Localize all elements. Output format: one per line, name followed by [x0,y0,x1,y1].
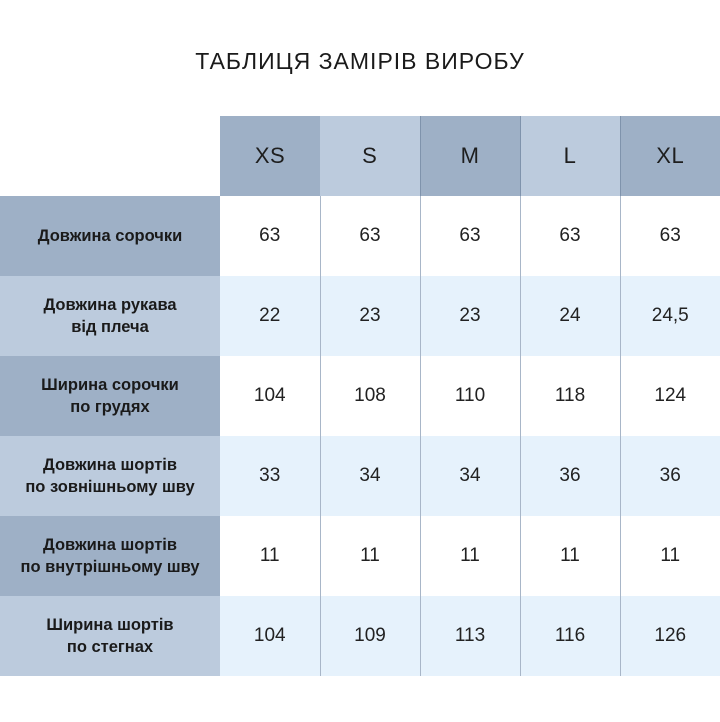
size-header-xl: XL [619,116,720,196]
size-header-row: XS S M L XL [0,116,720,196]
table-cell: 109 [319,596,420,676]
table-row: Довжина сорочки 63 63 63 63 63 [0,196,720,276]
row-label: Довжина шортів по внутрішньому шву [0,516,220,596]
table-cell: 63 [419,196,520,276]
row-label-line: Ширина шортів [46,616,174,634]
table-row: Довжина рукава від плеча 22 23 23 24 24,… [0,276,720,356]
table-cell: 23 [419,276,520,356]
table-cell: 33 [220,436,320,516]
table-cell: 11 [319,516,420,596]
row-label-line: по грудях [70,398,150,416]
row-label: Довжина шортів по зовнішньому шву [0,436,220,516]
table-cell: 63 [319,196,420,276]
table-row: Довжина шортів по внутрішньому шву 11 11… [0,516,720,596]
table-cell: 36 [519,436,620,516]
size-chart-table: XS S M L XL Довжина сорочки 63 63 63 63 … [0,116,720,676]
table-cell: 63 [220,196,320,276]
table-cell: 36 [619,436,720,516]
table-cell: 34 [319,436,420,516]
table-cell: 118 [519,356,620,436]
size-header-m: M [419,116,520,196]
row-label: Ширина сорочки по грудях [0,356,220,436]
size-header-s: S [320,116,420,196]
table-cell: 110 [419,356,520,436]
table-row: Ширина сорочки по грудях 104 108 110 118… [0,356,720,436]
table-cell: 63 [519,196,620,276]
table-cell: 22 [220,276,320,356]
row-label: Довжина рукава від плеча [0,276,220,356]
table-cell: 11 [519,516,620,596]
table-cell: 116 [519,596,620,676]
row-label: Ширина шортів по стегнах [0,596,220,676]
row-label: Довжина сорочки [0,196,220,276]
row-label-line: Довжина шортів [42,456,178,474]
row-label-line: Довжина шортів [42,536,178,554]
header-corner [0,116,220,196]
row-label-line: Довжина рукава [43,296,177,314]
row-label-line: по внутрішньому шву [20,558,200,576]
table-cell: 11 [419,516,520,596]
table-cell: 11 [619,516,720,596]
table-cell: 24 [519,276,620,356]
table-cell: 104 [220,356,320,436]
table-row: Довжина шортів по зовнішньому шву 33 34 … [0,436,720,516]
table-cell: 23 [319,276,420,356]
table-cell: 24,5 [619,276,720,356]
table-cell: 63 [619,196,720,276]
page-title: ТАБЛИЦЯ ЗАМІРІВ ВИРОБУ [195,48,525,74]
table-cell: 113 [419,596,520,676]
table-row: Ширина шортів по стегнах 104 109 113 116… [0,596,720,676]
table-cell: 104 [220,596,320,676]
row-label-line: по зовнішньому шву [25,478,195,496]
table-cell: 108 [319,356,420,436]
table-cell: 126 [619,596,720,676]
row-label-line: Довжина сорочки [37,227,183,245]
row-label-line: по стегнах [66,638,154,656]
size-header-l: L [519,116,620,196]
row-label-line: Ширина сорочки [41,376,179,394]
table-cell: 124 [619,356,720,436]
table-cell: 34 [419,436,520,516]
table-cell: 11 [220,516,320,596]
size-header-xs: XS [220,116,320,196]
row-label-line: від плеча [71,318,149,336]
